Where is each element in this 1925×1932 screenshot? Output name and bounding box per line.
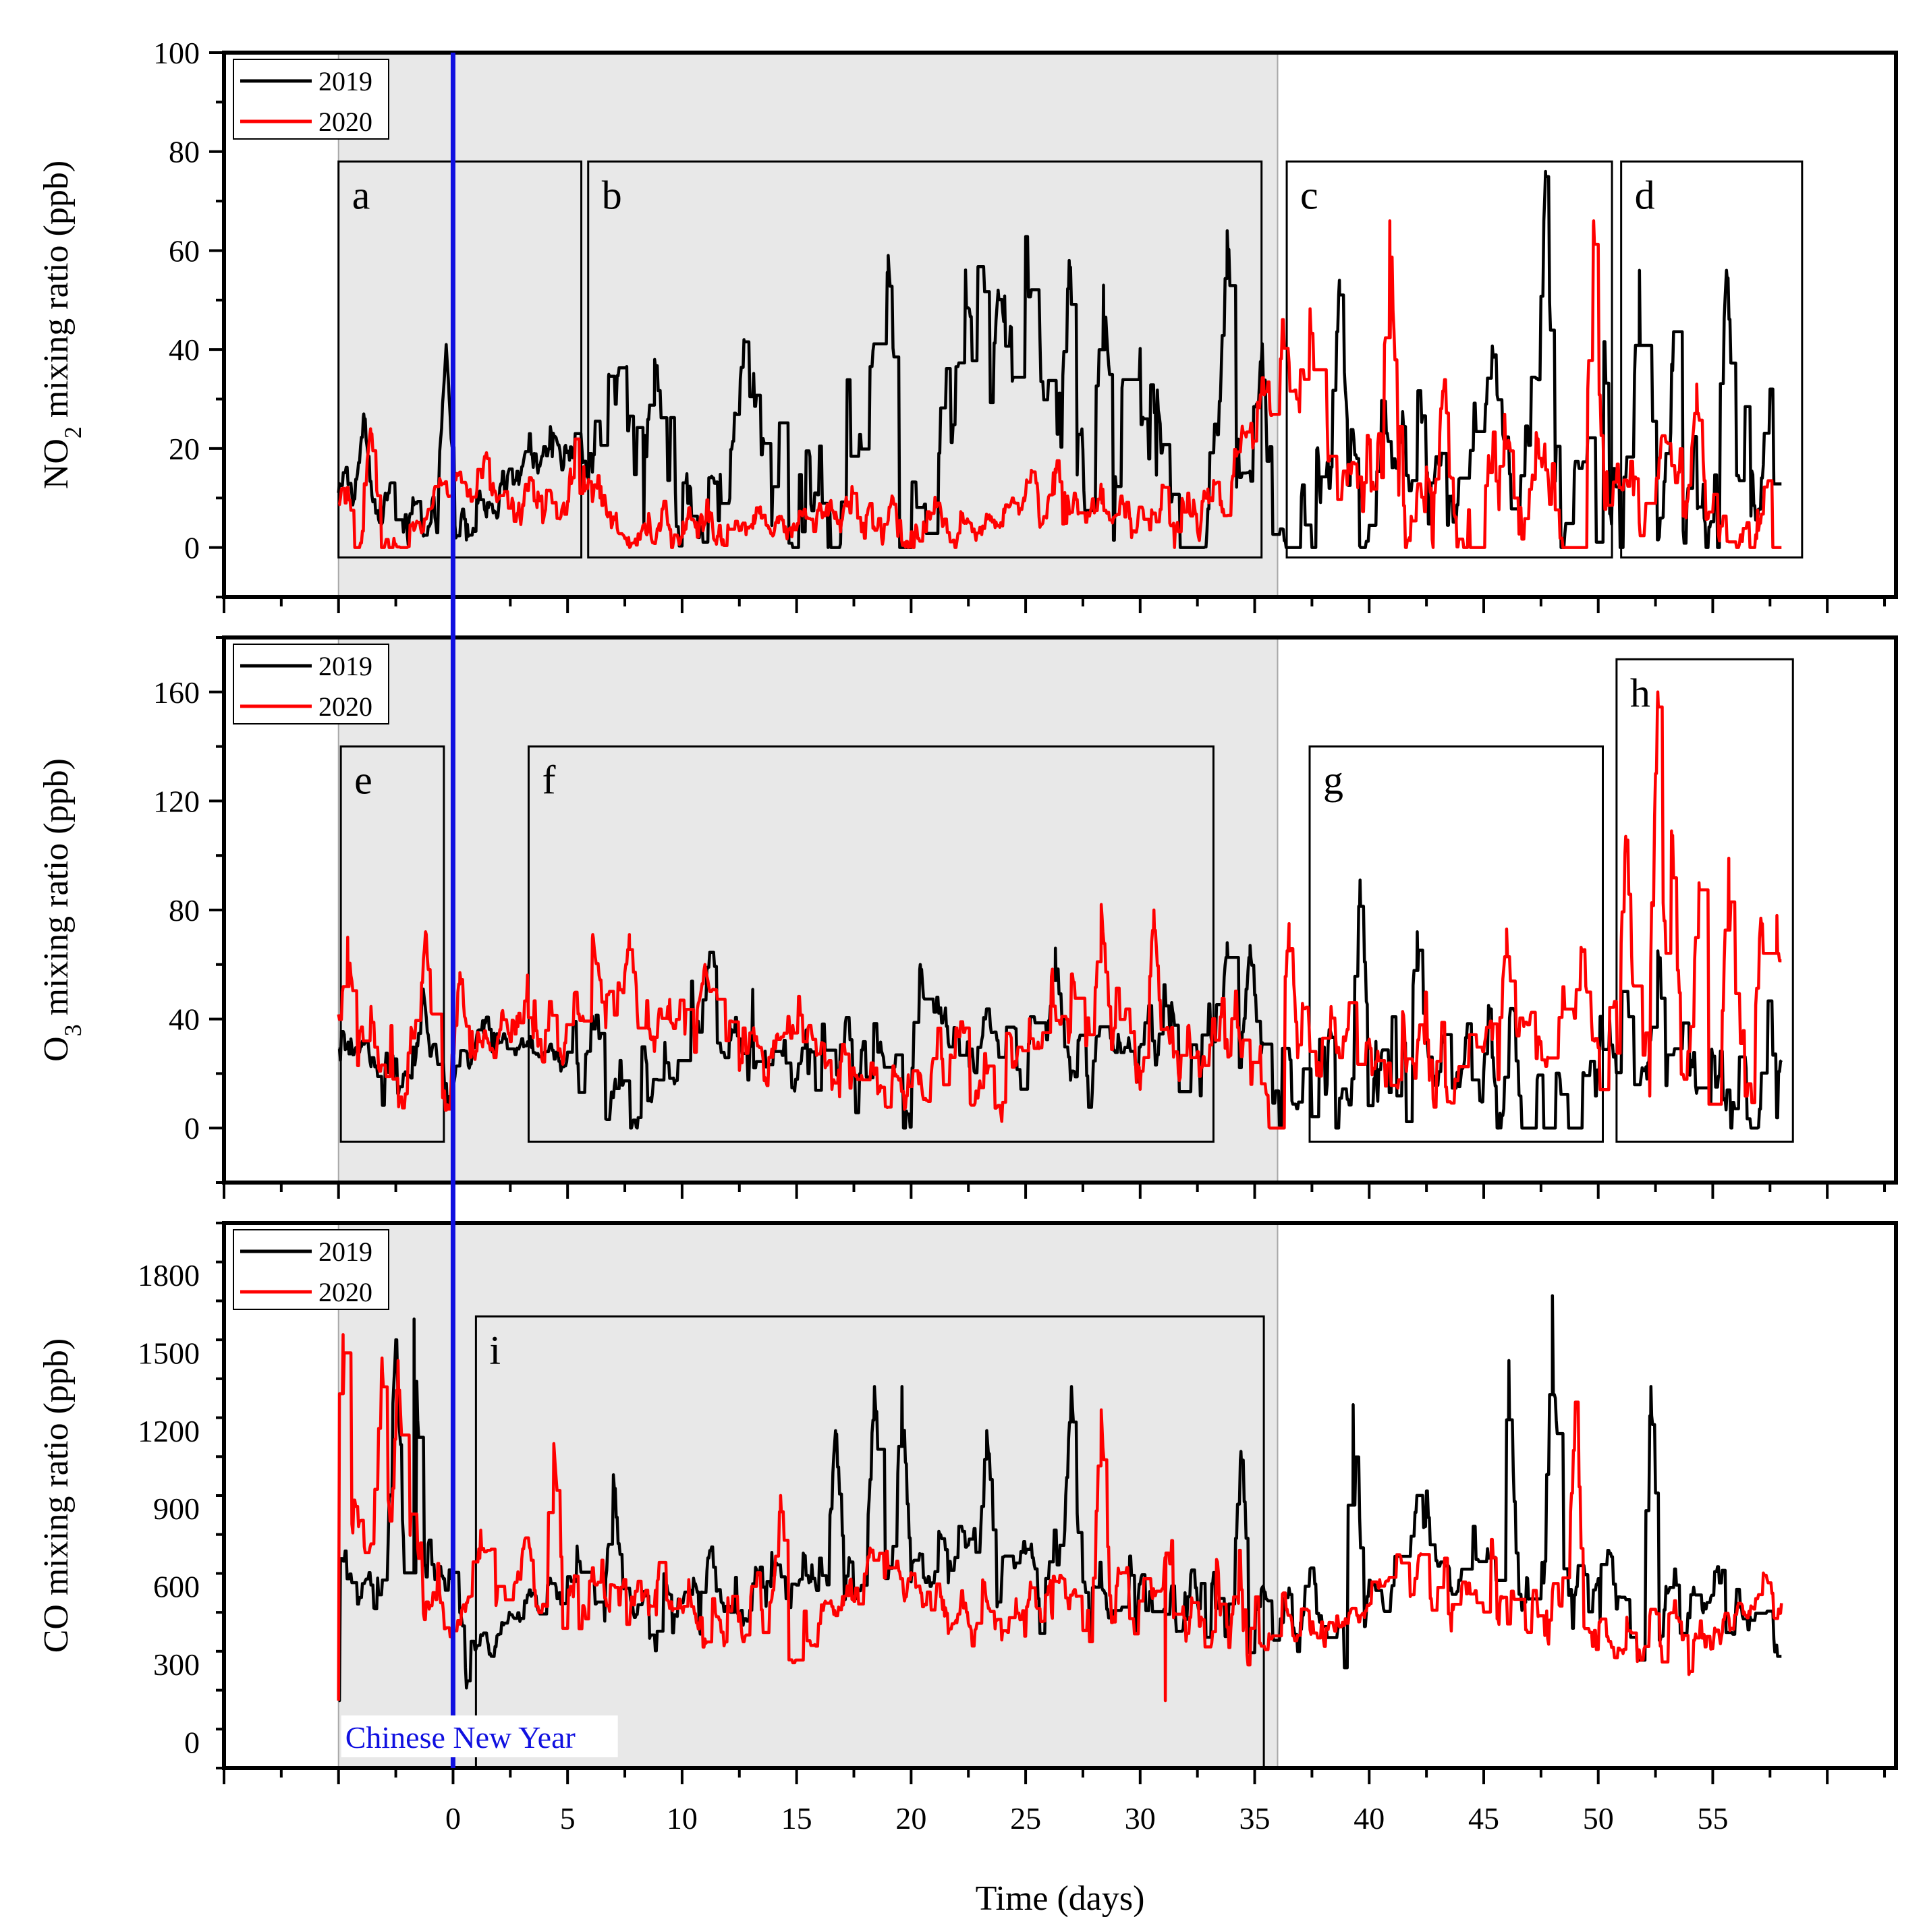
chart-overlay: Chinese New Year Time (days) (341, 53, 1145, 1918)
y-axis-title-no2: NO2 mixing ratio (ppb) (37, 161, 86, 489)
event-label-background (341, 1715, 618, 1757)
y-tick-label: 300 (153, 1647, 200, 1682)
event-label: Chinese New Year (345, 1720, 576, 1755)
legend-no2: 2019 2020 (233, 59, 389, 140)
y-tick-label: 60 (169, 233, 200, 268)
legend-label-2019: 2019 (318, 1237, 372, 1267)
region-box-f (527, 745, 1215, 1143)
y-tick-label: 1500 (138, 1336, 200, 1370)
series-co-2019 (337, 1294, 1783, 1703)
x-tick-label: 0 (445, 1801, 461, 1836)
y-tick-label: 600 (153, 1570, 200, 1604)
legend-label-2020: 2020 (318, 107, 372, 137)
y-tick-label: 0 (184, 1111, 200, 1145)
series-co-2020 (337, 1333, 1783, 1703)
y-axis-title-o3: O3 mixing ratio (ppb) (37, 758, 86, 1062)
legend-o3: 2019 2020 (233, 644, 389, 724)
x-tick-label: 35 (1239, 1801, 1271, 1836)
y-axis-title-subscript: 2 (59, 426, 86, 438)
legend-label-2020: 2020 (318, 691, 372, 722)
y-axis-title-main: NO (37, 438, 76, 489)
series-group (337, 169, 1783, 549)
y-tick-label: 0 (184, 1726, 200, 1760)
x-tick-label: 55 (1697, 1801, 1728, 1836)
region-label-d: d (1635, 173, 1655, 217)
region-box-d (1620, 160, 1804, 559)
y-axis-title-co: CO mixing ratio (ppb) (37, 1338, 76, 1653)
x-axis-title: Time (days) (976, 1879, 1145, 1918)
panel-o3: e f g h 0 40 80 120 160 O3 mixing ratio (ppb) 2019… (37, 635, 1898, 1199)
x-tick-label: 15 (781, 1801, 812, 1836)
x-tick-label: 50 (1583, 1801, 1614, 1836)
region-label-i: i (489, 1328, 501, 1373)
region-label-a: a (352, 173, 370, 217)
legend-box (233, 644, 389, 724)
y-axis-title-rest: mixing ratio (ppb) (37, 161, 76, 426)
y-tick-label: 1800 (138, 1258, 200, 1292)
x-tick-label: 45 (1468, 1801, 1499, 1836)
y-tick-label: 100 (153, 36, 200, 70)
legend-label-2020: 2020 (318, 1277, 372, 1307)
region-label-e: e (354, 758, 372, 803)
legend-box (233, 59, 389, 140)
x-tick-label: 5 (560, 1801, 576, 1836)
y-tick-label: 80 (169, 135, 200, 169)
y-tick-label: 0 (184, 531, 200, 565)
panel-no2: a b c d 0 20 40 60 80 100 NO2 mixing ratio (ppb) 20… (37, 36, 1898, 613)
region-box-g (1308, 745, 1605, 1143)
legend-label-2019: 2019 (318, 66, 372, 96)
series-group (337, 690, 1783, 1130)
region-label-g: g (1323, 758, 1343, 803)
series-no2-2019 (337, 169, 1783, 549)
legend-label-2019: 2019 (318, 651, 372, 681)
y-axis-title-main: CO mixing ratio (ppb) (37, 1338, 76, 1653)
x-tick-label: 40 (1354, 1801, 1385, 1836)
shaded-period (337, 637, 1279, 1183)
panel-frame (222, 51, 1898, 599)
y-axis-title-rest: mixing ratio (ppb) (37, 758, 76, 1024)
region-label-h: h (1630, 671, 1650, 715)
region-box-e (339, 745, 445, 1143)
y-tick-label: 160 (153, 675, 200, 710)
y-tick-label: 20 (169, 432, 200, 466)
panel-co: i 0 300 600 900 1200 1500 1800 CO mixing ratio (… (37, 1221, 1898, 1784)
x-tick-label: 20 (895, 1801, 926, 1836)
region-label-c: c (1300, 173, 1318, 217)
series-no2-2020 (337, 219, 1783, 549)
region-label-b: b (602, 173, 622, 217)
region-label-f: f (542, 758, 555, 803)
series-o3-2020 (337, 690, 1783, 1130)
y-tick-label: 40 (169, 1002, 200, 1037)
y-tick-label: 900 (153, 1491, 200, 1526)
y-tick-label: 1200 (138, 1414, 200, 1448)
series-group (337, 1294, 1783, 1703)
y-axis-title-main: O (37, 1036, 76, 1062)
y-axis-title-subscript: 3 (59, 1024, 86, 1036)
legend-box (233, 1229, 389, 1310)
y-tick-label: 80 (169, 893, 200, 928)
region-box-c (1285, 160, 1613, 559)
series-o3-2019 (337, 878, 1783, 1130)
region-box-h (1615, 658, 1794, 1143)
y-tick-label: 120 (153, 784, 200, 818)
x-tick-label: 25 (1010, 1801, 1041, 1836)
y-tick-label: 40 (169, 333, 200, 367)
x-tick-label: 30 (1125, 1801, 1156, 1836)
legend-co: 2019 2020 (233, 1229, 389, 1310)
region-box-a (337, 160, 583, 559)
x-tick-label: 10 (667, 1801, 698, 1836)
shaded-period (337, 1222, 1279, 1769)
